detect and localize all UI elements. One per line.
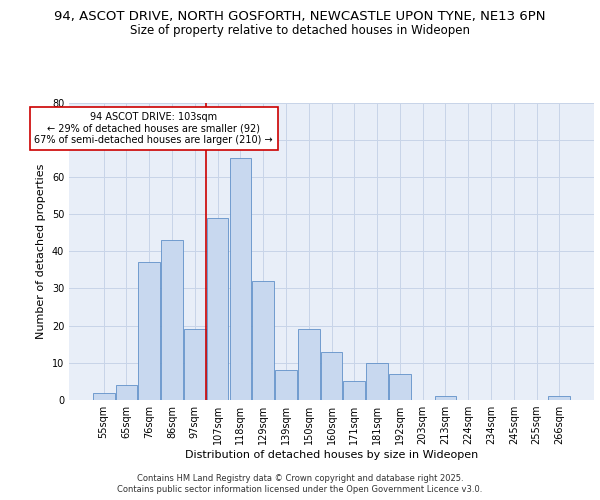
Bar <box>184 330 206 400</box>
Bar <box>548 396 570 400</box>
Bar <box>116 385 137 400</box>
Bar <box>366 363 388 400</box>
Bar <box>139 262 160 400</box>
Bar <box>161 240 183 400</box>
Bar <box>434 396 456 400</box>
Bar <box>389 374 410 400</box>
Bar <box>93 392 115 400</box>
Text: Size of property relative to detached houses in Wideopen: Size of property relative to detached ho… <box>130 24 470 37</box>
Bar <box>253 281 274 400</box>
Text: 94, ASCOT DRIVE, NORTH GOSFORTH, NEWCASTLE UPON TYNE, NE13 6PN: 94, ASCOT DRIVE, NORTH GOSFORTH, NEWCAST… <box>54 10 546 23</box>
Bar <box>320 352 343 400</box>
Bar <box>207 218 229 400</box>
Bar <box>298 330 320 400</box>
Text: 94 ASCOT DRIVE: 103sqm
← 29% of detached houses are smaller (92)
67% of semi-det: 94 ASCOT DRIVE: 103sqm ← 29% of detached… <box>34 112 273 145</box>
Y-axis label: Number of detached properties: Number of detached properties <box>36 164 46 339</box>
Bar <box>275 370 297 400</box>
Text: Contains HM Land Registry data © Crown copyright and database right 2025.
Contai: Contains HM Land Registry data © Crown c… <box>118 474 482 494</box>
Bar <box>230 158 251 400</box>
X-axis label: Distribution of detached houses by size in Wideopen: Distribution of detached houses by size … <box>185 450 478 460</box>
Bar <box>343 382 365 400</box>
